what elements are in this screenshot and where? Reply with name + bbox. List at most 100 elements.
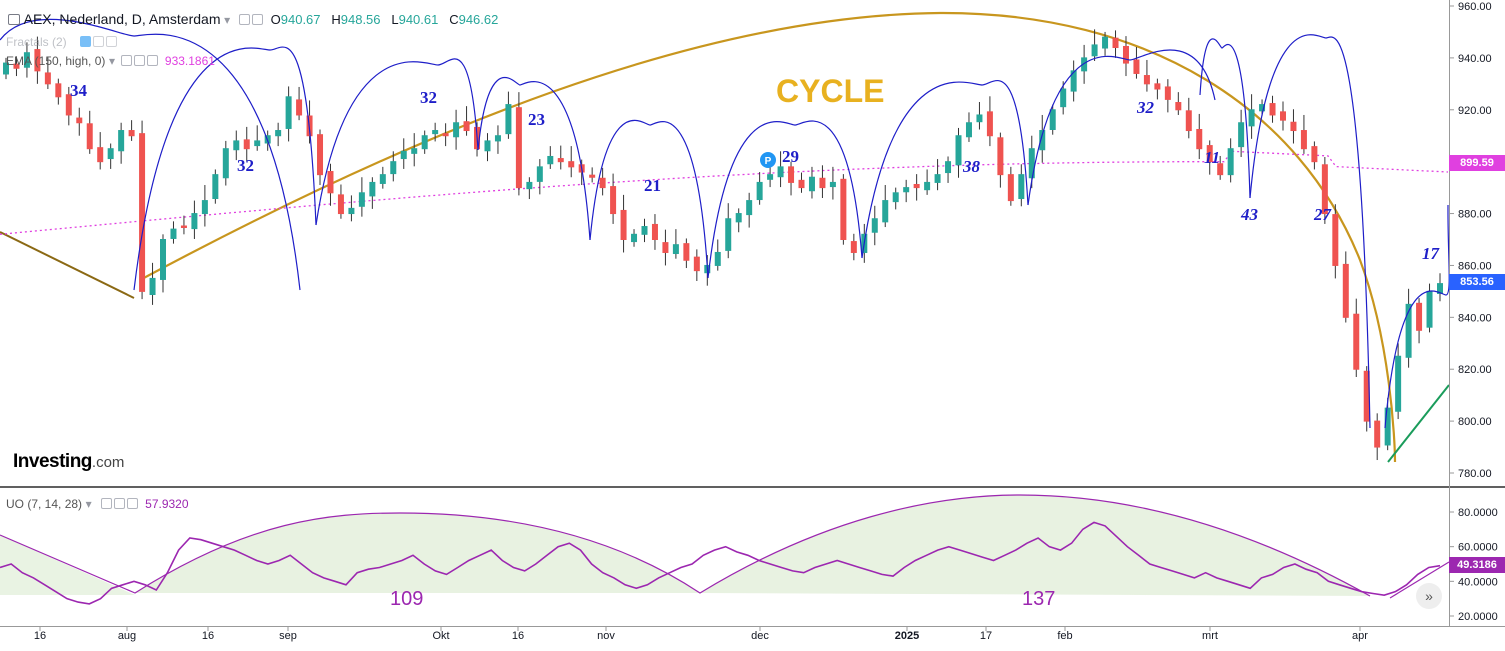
candle-up[interactable] <box>1070 70 1077 92</box>
candle-up[interactable] <box>976 114 983 123</box>
candle-up[interactable] <box>965 122 972 138</box>
candle-up[interactable] <box>432 130 439 135</box>
candle-down[interactable] <box>97 147 104 163</box>
candle-up[interactable] <box>369 181 376 197</box>
close-icon[interactable] <box>146 55 158 66</box>
candle-down[interactable] <box>683 243 690 261</box>
candle-down[interactable] <box>296 99 303 116</box>
candle-down[interactable] <box>693 256 700 272</box>
candle-down[interactable] <box>1175 102 1182 111</box>
candle-down[interactable] <box>913 183 920 189</box>
candle-down[interactable] <box>1164 86 1171 100</box>
candle-down[interactable] <box>1133 59 1140 74</box>
candle-up[interactable] <box>23 52 30 68</box>
candle-down[interactable] <box>1185 110 1192 132</box>
candle-up[interactable] <box>1091 44 1098 57</box>
candle-up[interactable] <box>903 187 910 193</box>
gear-icon[interactable] <box>133 55 145 66</box>
candle-up[interactable] <box>484 140 491 152</box>
candle-up[interactable] <box>191 213 198 230</box>
candle-up[interactable] <box>777 166 784 178</box>
candle-down[interactable] <box>651 223 658 241</box>
candle-down[interactable] <box>1279 111 1286 121</box>
candle-up[interactable] <box>808 176 815 192</box>
candle-up[interactable] <box>1039 130 1046 151</box>
candles[interactable] <box>3 29 1443 461</box>
candle-up[interactable] <box>1426 290 1433 328</box>
candle-up[interactable] <box>494 135 501 142</box>
candle-up[interactable] <box>411 148 418 154</box>
candle-up[interactable] <box>955 135 962 166</box>
candle-down[interactable] <box>317 134 324 176</box>
candle-up[interactable] <box>1049 109 1056 130</box>
candle-up[interactable] <box>149 277 156 296</box>
candle-up[interactable] <box>453 122 460 138</box>
candle-up[interactable] <box>672 244 679 255</box>
candle-down[interactable] <box>1112 37 1119 49</box>
candle-down[interactable] <box>819 177 826 189</box>
candle-up[interactable] <box>725 218 732 251</box>
candle-down[interactable] <box>557 158 564 163</box>
eye-icon[interactable] <box>239 14 251 25</box>
candle-down[interactable] <box>568 161 575 168</box>
collapse-icon[interactable] <box>8 14 20 25</box>
candle-down[interactable] <box>1332 214 1339 266</box>
candle-up[interactable] <box>160 239 167 280</box>
candle-up[interactable] <box>892 192 899 203</box>
candle-up[interactable] <box>1405 303 1412 358</box>
candle-up[interactable] <box>1259 104 1266 112</box>
candle-up[interactable] <box>1395 355 1402 412</box>
chevron-down-icon[interactable]: ▾ <box>109 54 116 68</box>
chevron-down-icon[interactable]: ▾ <box>85 497 92 511</box>
candle-up[interactable] <box>233 140 240 151</box>
close-icon[interactable] <box>126 498 138 509</box>
candle-down[interactable] <box>86 123 93 150</box>
candle-up[interactable] <box>1227 148 1234 176</box>
candle-up[interactable] <box>641 226 648 235</box>
candle-down[interactable] <box>788 166 795 183</box>
candle-up[interactable] <box>1060 88 1067 108</box>
candle-down[interactable] <box>463 121 470 132</box>
close-icon[interactable] <box>105 36 117 47</box>
candle-down[interactable] <box>13 63 20 69</box>
candle-up[interactable] <box>934 174 941 183</box>
candle-down[interactable] <box>1269 103 1276 116</box>
candle-down[interactable] <box>1321 164 1328 215</box>
candle-up[interactable] <box>390 161 397 175</box>
candle-up[interactable] <box>3 62 9 75</box>
candle-down[interactable] <box>180 225 187 229</box>
pivot-marker[interactable] <box>760 152 776 168</box>
candle-down[interactable] <box>1374 420 1381 448</box>
candle-down[interactable] <box>850 241 857 253</box>
candle-down[interactable] <box>798 179 805 189</box>
eye-icon[interactable] <box>120 55 132 66</box>
gear-icon[interactable] <box>252 14 264 25</box>
candle-down[interactable] <box>1007 174 1014 202</box>
candle-up[interactable] <box>421 135 428 150</box>
candle-up[interactable] <box>1102 36 1109 49</box>
candle-down[interactable] <box>997 137 1004 176</box>
candle-up[interactable] <box>505 104 512 135</box>
candle-up[interactable] <box>871 218 878 233</box>
candle-down[interactable] <box>986 111 993 137</box>
candle-down[interactable] <box>34 49 41 72</box>
candle-up[interactable] <box>547 155 554 165</box>
candle-up[interactable] <box>1248 109 1255 127</box>
candle-down[interactable] <box>610 186 617 215</box>
candle-down[interactable] <box>1416 302 1423 331</box>
candle-up[interactable] <box>275 130 282 137</box>
symbol-title[interactable]: AEX, Nederland, D, Amsterdam <box>23 11 221 27</box>
gear-icon[interactable] <box>92 36 104 47</box>
candle-down[interactable] <box>76 117 83 124</box>
candle-up[interactable] <box>631 233 638 243</box>
candle-down[interactable] <box>1290 121 1297 132</box>
candle-up[interactable] <box>536 166 543 182</box>
candle-down[interactable] <box>55 83 62 98</box>
candle-up[interactable] <box>348 207 355 215</box>
candle-down[interactable] <box>840 178 847 240</box>
candle-up[interactable] <box>735 213 742 223</box>
candle-down[interactable] <box>515 107 522 189</box>
candle-up[interactable] <box>379 174 386 184</box>
candle-up[interactable] <box>358 192 365 207</box>
